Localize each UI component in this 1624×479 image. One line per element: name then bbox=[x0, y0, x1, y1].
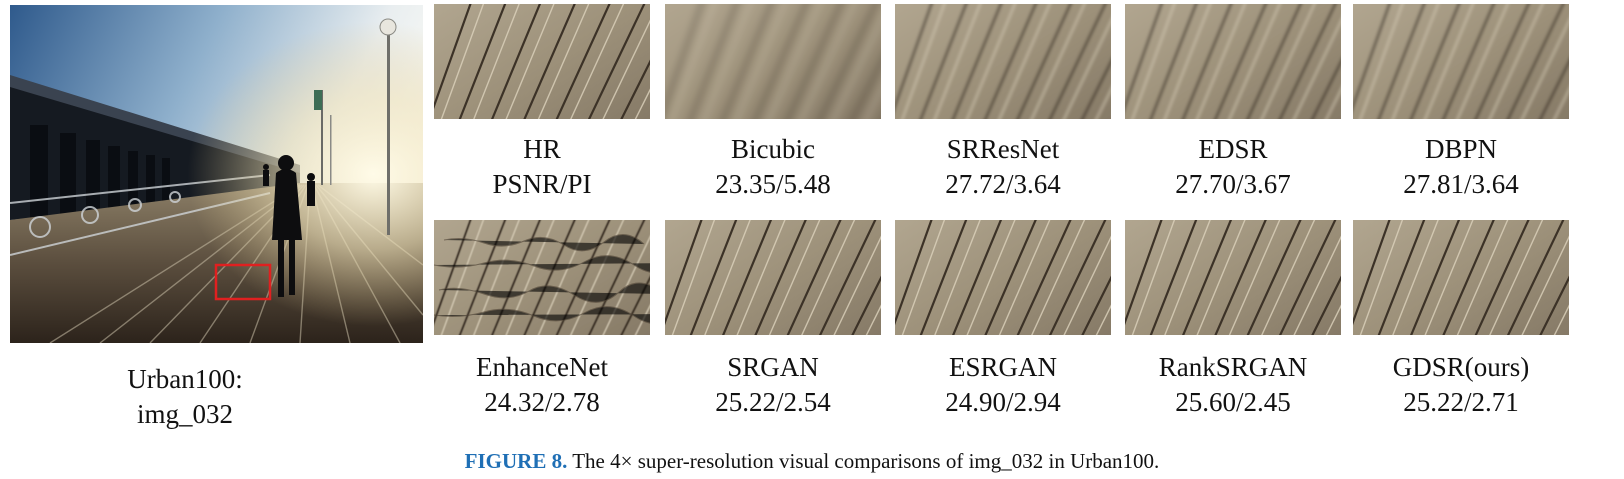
label-srresnet: SRResNet 27.72/3.64 bbox=[895, 132, 1111, 202]
patch-esrgan bbox=[895, 220, 1111, 335]
boardwalk-scene bbox=[10, 5, 423, 343]
figure-label: FIGURE 8. bbox=[465, 449, 568, 473]
label-dbpn: DBPN 27.81/3.64 bbox=[1353, 132, 1569, 202]
caption-text: The 4× super-resolution visual compariso… bbox=[567, 449, 1159, 473]
dataset-name: Urban100: bbox=[60, 362, 310, 397]
method-score: 27.70/3.67 bbox=[1125, 167, 1341, 202]
method-name: RankSRGAN bbox=[1125, 350, 1341, 385]
patch-srresnet bbox=[895, 4, 1111, 119]
method-score: 25.22/2.71 bbox=[1353, 385, 1569, 420]
method-score: 27.72/3.64 bbox=[895, 167, 1111, 202]
method-name: ESRGAN bbox=[895, 350, 1111, 385]
method-name: Bicubic bbox=[665, 132, 881, 167]
figure-caption: FIGURE 8. The 4× super-resolution visual… bbox=[0, 447, 1624, 475]
label-hr: HR PSNR/PI bbox=[434, 132, 650, 202]
label-ranksrgan: RankSRGAN 25.60/2.45 bbox=[1125, 350, 1341, 420]
label-gdsr: GDSR(ours) 25.22/2.71 bbox=[1353, 350, 1569, 420]
method-score: 24.32/2.78 bbox=[434, 385, 650, 420]
patch-bicubic bbox=[665, 4, 881, 119]
method-score: 25.60/2.45 bbox=[1125, 385, 1341, 420]
image-id: img_032 bbox=[60, 397, 310, 432]
label-srgan: SRGAN 25.22/2.54 bbox=[665, 350, 881, 420]
method-name: EDSR bbox=[1125, 132, 1341, 167]
method-name: EnhanceNet bbox=[434, 350, 650, 385]
patch-hr bbox=[434, 4, 650, 119]
patch-ranksrgan bbox=[1125, 220, 1341, 335]
method-name: SRResNet bbox=[895, 132, 1111, 167]
method-score: 24.90/2.94 bbox=[895, 385, 1111, 420]
method-score: 23.35/5.48 bbox=[665, 167, 881, 202]
method-name: GDSR(ours) bbox=[1353, 350, 1569, 385]
label-enhancenet: EnhanceNet 24.32/2.78 bbox=[434, 350, 650, 420]
patch-enhancenet bbox=[434, 220, 650, 335]
patch-edsr bbox=[1125, 4, 1341, 119]
label-edsr: EDSR 27.70/3.67 bbox=[1125, 132, 1341, 202]
method-score: 27.81/3.64 bbox=[1353, 167, 1569, 202]
patch-srgan bbox=[665, 220, 881, 335]
main-scene-image bbox=[10, 5, 423, 343]
main-image-label: Urban100: img_032 bbox=[60, 362, 310, 432]
label-esrgan: ESRGAN 24.90/2.94 bbox=[895, 350, 1111, 420]
method-name: HR bbox=[434, 132, 650, 167]
label-bicubic: Bicubic 23.35/5.48 bbox=[665, 132, 881, 202]
patch-gdsr bbox=[1353, 220, 1569, 335]
method-score: PSNR/PI bbox=[434, 167, 650, 202]
method-name: DBPN bbox=[1353, 132, 1569, 167]
method-score: 25.22/2.54 bbox=[665, 385, 881, 420]
method-name: SRGAN bbox=[665, 350, 881, 385]
patch-dbpn bbox=[1353, 4, 1569, 119]
